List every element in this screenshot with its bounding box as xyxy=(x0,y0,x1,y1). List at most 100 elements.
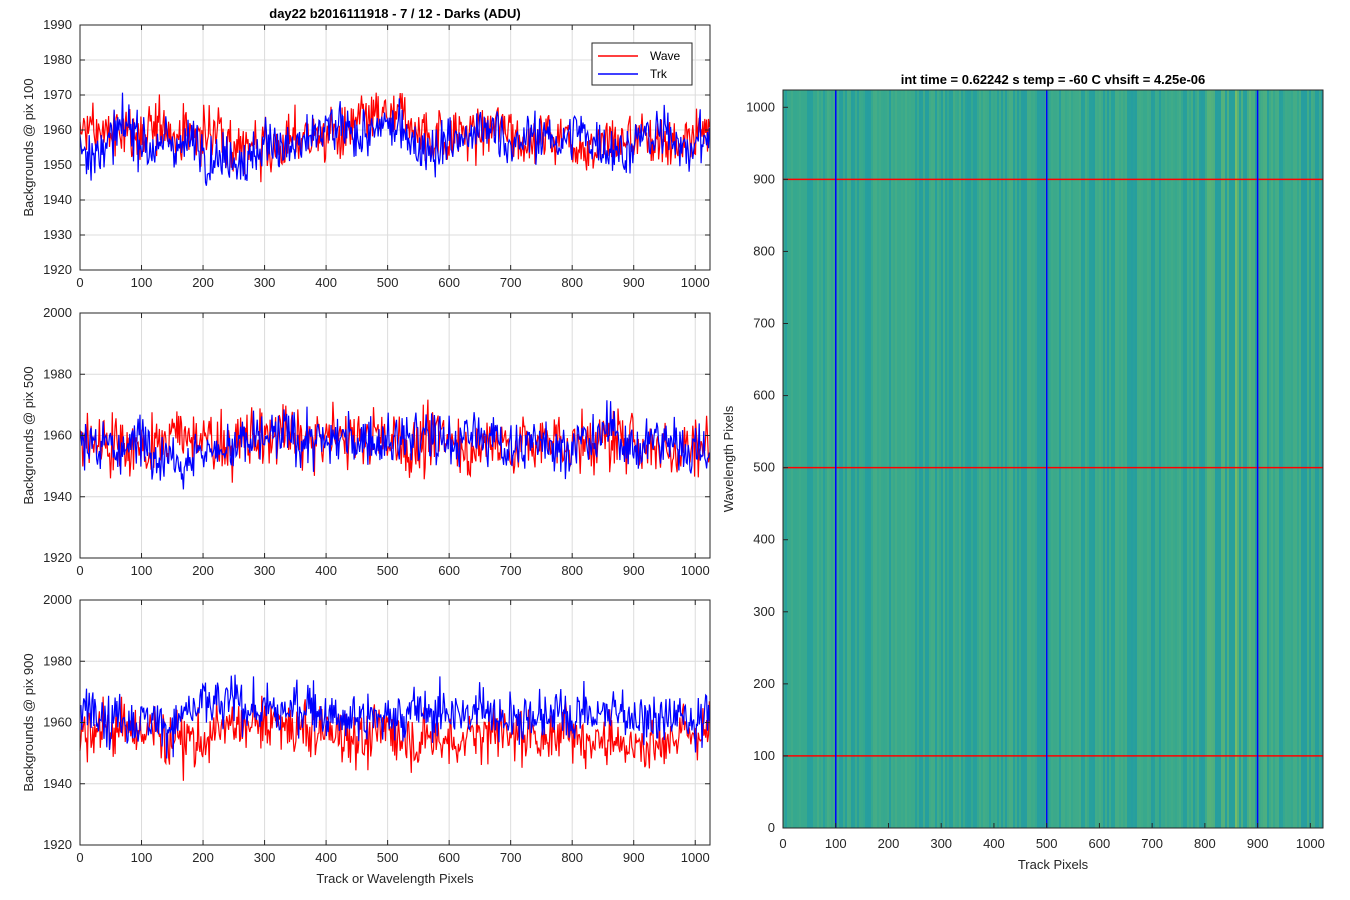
heatmap-column xyxy=(1291,90,1293,828)
heatmap-column xyxy=(1193,90,1195,828)
y-tick-label: 400 xyxy=(753,532,775,547)
heatmap-column xyxy=(949,90,951,828)
x-tick-label: 200 xyxy=(192,275,214,290)
heatmap-column xyxy=(1119,90,1121,828)
y-tick-label: 1960 xyxy=(43,428,72,443)
heatmap-column xyxy=(789,90,791,828)
y-tick-label: 1940 xyxy=(43,489,72,504)
heatmap-column xyxy=(1249,90,1251,828)
heatmap-column xyxy=(885,90,887,828)
heatmap-column xyxy=(985,90,987,828)
legend: Wave Trk xyxy=(591,42,693,86)
heatmap-column xyxy=(829,90,831,828)
heatmap-column xyxy=(1051,90,1053,828)
heatmap-column xyxy=(1237,90,1239,828)
x-tick-label: 200 xyxy=(192,563,214,578)
heatmap-column xyxy=(1299,90,1301,828)
heatmap-column xyxy=(1147,90,1149,828)
heatmap-column xyxy=(1265,90,1267,828)
y-tick-label: 1920 xyxy=(43,550,72,565)
heatmap-column xyxy=(1011,90,1013,828)
heatmap-column xyxy=(963,90,965,828)
heatmap-column xyxy=(827,90,829,828)
heatmap-column xyxy=(935,90,937,828)
heatmap-background xyxy=(783,90,1323,828)
x-tick-label: 100 xyxy=(131,563,153,578)
y-tick-label: 100 xyxy=(753,748,775,763)
heatmap-column xyxy=(1055,90,1057,828)
heatmap-column xyxy=(1087,90,1089,828)
heatmap-column xyxy=(1279,90,1281,828)
heatmap-column xyxy=(1133,90,1135,828)
heatmap-column xyxy=(815,90,817,828)
x-tick-label: 500 xyxy=(377,563,399,578)
heatmap-column xyxy=(997,90,999,828)
heatmap-column xyxy=(869,90,871,828)
heatmap-column xyxy=(1201,90,1203,828)
heatmap-column xyxy=(913,90,915,828)
x-tick-label: 800 xyxy=(1194,836,1216,851)
plot-pix-100: 0 100 200 300 400 500 600 700 800 900 1000 1920 1930… xyxy=(21,17,711,290)
heatmap-column xyxy=(1113,90,1115,828)
heatmap-column xyxy=(1105,90,1107,828)
x-tick-label: 600 xyxy=(1089,836,1111,851)
heatmap-column xyxy=(1321,90,1323,828)
x-tick-label: 600 xyxy=(438,275,460,290)
heatmap-column xyxy=(1093,90,1095,828)
x-tick-label: 0 xyxy=(76,850,83,865)
heatmap-column xyxy=(1007,90,1009,828)
heatmap-column xyxy=(971,90,973,828)
heatmap-column xyxy=(1289,90,1291,828)
x-tick-label: 600 xyxy=(438,850,460,865)
y-tick-label: 1980 xyxy=(43,366,72,381)
heatmap-column xyxy=(855,90,857,828)
y-axis-label: Backgrounds @ pix 100 xyxy=(21,78,36,216)
heatmap-column xyxy=(817,90,819,828)
heatmap-column xyxy=(837,90,839,828)
heatmap-column xyxy=(1263,90,1265,828)
heatmap-column xyxy=(1053,90,1055,828)
x-tick-label: 900 xyxy=(1247,836,1269,851)
heatmap-column xyxy=(1081,90,1083,828)
heatmap-column xyxy=(973,90,975,828)
heatmap-column xyxy=(895,90,897,828)
legend-label-wave: Wave xyxy=(650,49,681,63)
heatmap-column xyxy=(961,90,963,828)
y-tick-label: 200 xyxy=(753,676,775,691)
heatmap-column xyxy=(981,90,983,828)
heatmap-column xyxy=(859,90,861,828)
heatmap-column xyxy=(1033,90,1035,828)
x-tick-label: 300 xyxy=(254,275,276,290)
heatmap-column xyxy=(1037,90,1039,828)
x-tick-label: 900 xyxy=(623,275,645,290)
heatmap-column xyxy=(947,90,949,828)
heatmap-column xyxy=(1101,90,1103,828)
heatmap-column xyxy=(975,90,977,828)
heatmap-column xyxy=(1039,90,1041,828)
heatmap-column xyxy=(839,90,841,828)
heatmap-column xyxy=(843,90,845,828)
heatmap-column xyxy=(1247,90,1249,828)
heatmap-column xyxy=(991,90,993,828)
heatmap-column xyxy=(1145,90,1147,828)
x-tick-label: 900 xyxy=(623,850,645,865)
heatmap-column xyxy=(989,90,991,828)
x-tick-label: 200 xyxy=(192,850,214,865)
heatmap-column xyxy=(1275,90,1277,828)
heatmap-column xyxy=(1159,90,1161,828)
heatmap-column xyxy=(1041,90,1043,828)
heatmap-column xyxy=(1283,90,1285,828)
heatmap-column xyxy=(807,90,809,828)
heatmap-column xyxy=(877,90,879,828)
y-tick-label: 1960 xyxy=(43,122,72,137)
x-tick-label: 400 xyxy=(983,836,1005,851)
heatmap-column xyxy=(1031,90,1033,828)
heatmap-column xyxy=(1075,90,1077,828)
x-tick-label: 900 xyxy=(623,563,645,578)
heatmap-column xyxy=(883,90,885,828)
heatmap-column xyxy=(1195,90,1197,828)
heatmap-column xyxy=(1003,90,1005,828)
y-tick-label: 1940 xyxy=(43,192,72,207)
heatmap-column xyxy=(1163,90,1165,828)
heatmap-column xyxy=(1059,90,1061,828)
